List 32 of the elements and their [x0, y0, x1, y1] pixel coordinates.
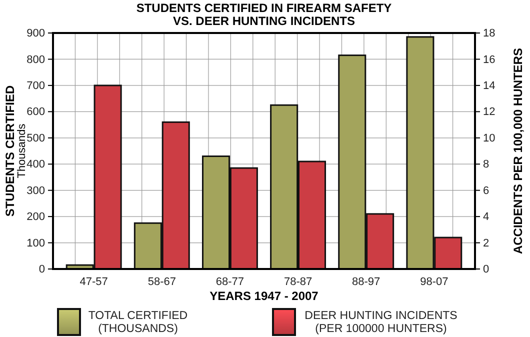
legend-label: DEER HUNTING INCIDENTS (PER 100000 HUNTERS)	[304, 310, 458, 335]
y-tick-label: 300	[26, 184, 45, 197]
y2-tick-label: 0	[483, 264, 490, 276]
x-tick-label: 68-77	[216, 276, 244, 288]
y2-tick-label: 10	[483, 132, 496, 144]
x-tick-label: 88-97	[352, 276, 380, 288]
y-tick-label: 900	[26, 28, 45, 40]
y2-tick-label: 18	[483, 28, 496, 40]
y2-tick-label: 2	[483, 237, 490, 250]
y2-tick-label: 12	[483, 106, 496, 118]
y-tick-label: 0	[38, 264, 45, 276]
y-axis-title: STUDENTS CERTIFIED Thousands	[3, 85, 28, 217]
x-tick-label: 58-67	[148, 276, 176, 288]
y-tick-label: 700	[26, 80, 45, 92]
y-tick-label: 600	[26, 106, 45, 118]
x-tick-label: 47-57	[80, 276, 108, 288]
y-tick-label: 100	[26, 237, 45, 250]
y-tick-label: 800	[26, 54, 45, 66]
x-tick-label: 78-87	[284, 276, 312, 288]
chart-title: STUDENTS CERTIFIED IN FIREARM SAFETY VS. DEER HUNTING INCIDENTS	[136, 1, 392, 28]
y-tick-label: 200	[26, 211, 45, 224]
y2-tick-label: 8	[483, 158, 490, 171]
y2-tick-label: 14	[483, 80, 496, 92]
x-axis-title: YEARS 1947 - 2007	[210, 289, 319, 303]
y2-axis-title: ACCIDENTS PER 100,000 HUNTERS	[511, 48, 525, 254]
y2-tick-label: 4	[483, 211, 490, 224]
y-tick-label: 500	[26, 132, 45, 144]
y2-tick-label: 16	[483, 54, 496, 66]
y-tick-label: 400	[26, 158, 45, 171]
y2-tick-label: 6	[483, 184, 490, 197]
legend-label: TOTAL CERTIFIED (THOUSANDS)	[88, 310, 188, 335]
x-tick-label: 98-07	[420, 276, 448, 288]
